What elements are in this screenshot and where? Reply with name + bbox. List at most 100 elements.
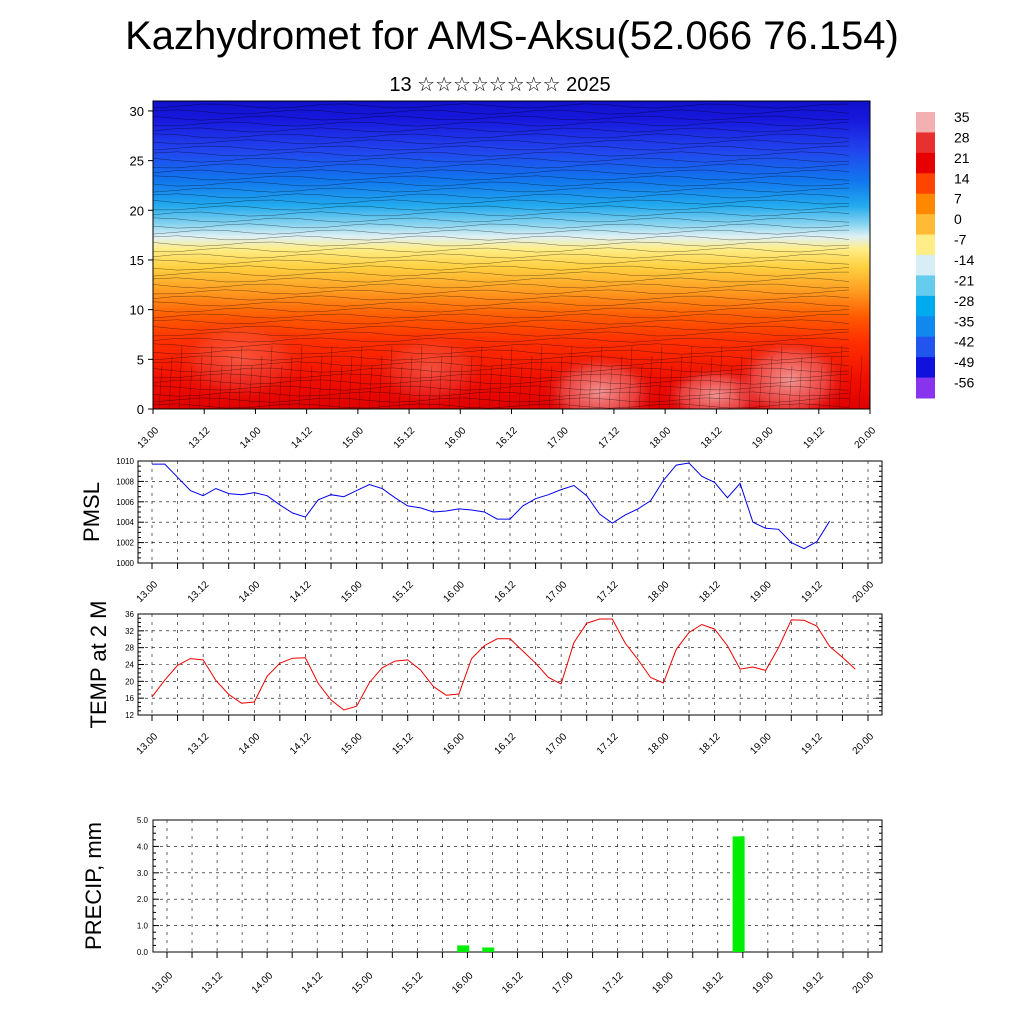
y-tick-label: 20 (125, 677, 134, 686)
x-tick-label: 17.12 (595, 731, 621, 757)
x-tick-label: 18.00 (648, 425, 674, 451)
x-tick-label: 17.00 (545, 425, 571, 451)
x-tick-label: 16.12 (500, 970, 526, 996)
colorbar-swatch (916, 377, 935, 399)
wind-barb (348, 355, 353, 409)
x-tick-label: 19.00 (748, 731, 774, 757)
wind-barb (408, 355, 413, 409)
y-tick-label: 36 (125, 610, 134, 619)
wind-barb (248, 365, 253, 409)
wind-streamline (153, 181, 850, 187)
wind-streamline (153, 331, 850, 337)
x-tick-label: 15.12 (390, 731, 416, 757)
colorbar-swatch (916, 255, 935, 276)
wind-streamline (153, 163, 850, 169)
x-tick-label: 19.00 (750, 425, 776, 451)
precip-bar (732, 836, 745, 952)
wind-barb (198, 355, 203, 409)
wind-barb (748, 345, 753, 409)
wind-barb (618, 355, 623, 409)
wind-barb (448, 345, 453, 409)
wind-barb (308, 365, 313, 409)
wind-streamline (153, 385, 850, 391)
colorbar-label: 7 (954, 191, 962, 207)
x-tick-label: 13.00 (136, 425, 162, 451)
y-tick-label: 15 (130, 253, 144, 268)
colorbar: 35 28 21 14 7 0 -7 -14 -21 -28 -35 -42 -49 -56 (916, 109, 974, 399)
wind-barb (678, 355, 683, 409)
wind-streamline (153, 343, 850, 349)
y-axis-label: TEMP at 2 M (86, 601, 111, 729)
x-tick-label: 18.00 (646, 579, 672, 605)
wind-barb (398, 365, 403, 409)
wind-streamline (153, 289, 850, 295)
pmsl-plot: 1000 1002 1004 1006 1008 1010 13.00 13.12 14.00 1… (79, 457, 883, 605)
x-tick-label: 17.12 (597, 425, 623, 451)
x-tick-label: 20.00 (851, 731, 877, 757)
x-tick-label: 17.00 (544, 579, 570, 605)
colorbar-label: 35 (954, 109, 970, 125)
x-tick-label: 16.12 (494, 425, 520, 451)
wind-barb (238, 345, 243, 409)
colorbar-swatch (916, 193, 935, 215)
wind-barb (178, 345, 183, 409)
colorbar-swatch (916, 316, 935, 338)
x-tick-label: 13.12 (186, 731, 212, 757)
wind-barb (508, 345, 513, 409)
colorbar-swatch (916, 275, 935, 297)
y-tick-label: 28 (125, 644, 134, 653)
y-tick-label: 0 (137, 402, 144, 417)
heatmap-field (153, 101, 870, 409)
y-tick-label: 3.0 (137, 869, 149, 878)
wind-streamline (153, 247, 850, 253)
y-tick-label: 1006 (116, 498, 134, 507)
wind-streamline (153, 115, 850, 121)
wind-streamline (153, 391, 850, 397)
wind-streamline (153, 109, 850, 115)
wind-barb (208, 345, 213, 409)
wind-barb (168, 355, 173, 409)
chart-title: Kazhydromet for AMS-Aksu(52.066 76.154) (125, 14, 899, 58)
wind-barb (608, 365, 613, 409)
wind-streamline (153, 253, 850, 259)
wind-streamline (153, 313, 849, 319)
heatmap-plot: 0 5 10 15 20 25 30 13.00 13.12 14.00 14.12 15.00 15.… (130, 100, 879, 451)
heatmap-warm-core (540, 352, 660, 409)
colorbar-swatch (916, 295, 935, 317)
wind-streamline (153, 193, 850, 199)
wind-streamline (153, 169, 850, 175)
wind-streamline (153, 145, 850, 151)
wind-barb (788, 365, 793, 409)
x-tick-label: 19.12 (800, 579, 826, 605)
x-tick-label: 20.00 (853, 425, 879, 451)
x-tick-label: 16.12 (493, 579, 519, 605)
x-tick-label: 17.00 (544, 731, 570, 757)
x-tick-label: 13.00 (135, 731, 161, 757)
wind-streamline (153, 367, 850, 373)
y-tick-label: 1002 (116, 539, 134, 548)
x-tick-label: 18.12 (699, 425, 725, 451)
wind-barb (718, 345, 723, 409)
wind-streamline (153, 403, 850, 409)
wind-barb (638, 365, 643, 409)
y-tick-label: 4.0 (137, 842, 149, 851)
wind-barb (158, 365, 163, 409)
wind-streamline (153, 127, 850, 133)
x-tick-label: 17.12 (600, 970, 626, 996)
x-tick-label: 19.12 (801, 970, 827, 996)
y-axis-label: PRECIP, mm (81, 822, 106, 950)
wind-barb (278, 365, 283, 409)
x-tick-label: 18.12 (697, 579, 723, 605)
wind-streamline (153, 217, 850, 223)
x-tick-label: 14.00 (238, 425, 264, 451)
wind-barb (428, 365, 433, 409)
colorbar-swatch (916, 112, 935, 133)
precip-bar (482, 947, 495, 952)
x-tick-label: 16.00 (443, 425, 469, 451)
wind-barb (838, 345, 843, 409)
wind-barb (818, 365, 823, 409)
wind-barb (828, 355, 833, 409)
x-tick-label: 14.00 (250, 970, 276, 996)
wind-barb (218, 365, 223, 409)
colorbar-label: -35 (954, 313, 974, 329)
